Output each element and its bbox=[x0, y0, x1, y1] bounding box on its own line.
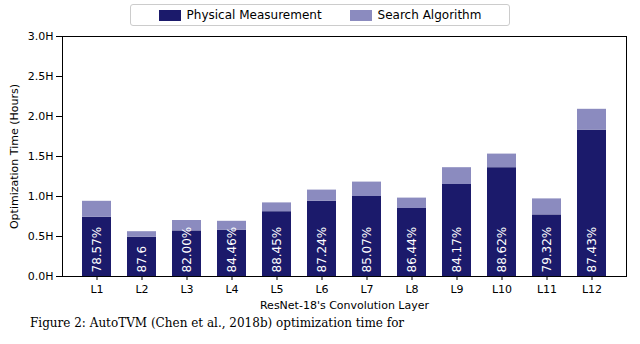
svg-text:L4: L4 bbox=[225, 283, 238, 296]
svg-text:L2: L2 bbox=[135, 283, 148, 296]
svg-text:L3: L3 bbox=[180, 283, 193, 296]
svg-text:L11: L11 bbox=[537, 283, 557, 296]
svg-text:88.62%: 88.62% bbox=[495, 227, 509, 273]
svg-text:82.00%: 82.00% bbox=[180, 227, 194, 273]
svg-text:84.46%: 84.46% bbox=[225, 227, 239, 273]
svg-text:85.07%: 85.07% bbox=[360, 227, 374, 273]
svg-text:1.5H: 1.5H bbox=[28, 150, 54, 163]
html-text:Figure 2: AutoTVM (Chen et al.: Figure 2: AutoTVM (Chen et al., 2018b) o… bbox=[30, 316, 405, 330]
svg-text:84.17%: 84.17% bbox=[450, 227, 464, 273]
svg-text:1.0H: 1.0H bbox=[28, 190, 54, 203]
svg-text:3.0H: 3.0H bbox=[28, 30, 54, 43]
svg-text:L12: L12 bbox=[582, 283, 602, 296]
svg-text:L5: L5 bbox=[270, 283, 283, 296]
svg-text:87.6: 87.6 bbox=[135, 246, 149, 273]
svg-text:86.44%: 86.44% bbox=[405, 227, 419, 273]
svg-text:0.0H: 0.0H bbox=[28, 270, 54, 283]
html-text:Search Algorithm: Search Algorithm bbox=[377, 8, 482, 22]
svg-text:0.5H: 0.5H bbox=[28, 230, 54, 243]
svg-text:L6: L6 bbox=[315, 283, 328, 296]
svg-text:2.5H: 2.5H bbox=[28, 70, 54, 83]
svg-text:88.45%: 88.45% bbox=[270, 227, 284, 273]
svg-text:L10: L10 bbox=[492, 283, 512, 296]
svg-text:L9: L9 bbox=[450, 283, 463, 296]
svg-text:L8: L8 bbox=[405, 283, 418, 296]
svg-text:87.43%: 87.43% bbox=[585, 227, 599, 273]
svg-text:Optimization Time (Hours): Optimization Time (Hours) bbox=[8, 84, 21, 229]
svg-text:78.57%: 78.57% bbox=[90, 227, 104, 273]
svg-text:2.0H: 2.0H bbox=[28, 110, 54, 123]
svg-text:L7: L7 bbox=[360, 283, 373, 296]
svg-text:79.32%: 79.32% bbox=[540, 227, 554, 273]
html-text:Physical Measurement: Physical Measurement bbox=[186, 8, 322, 22]
svg-text:ResNet-18's Convolution Layer: ResNet-18's Convolution Layer bbox=[260, 299, 430, 312]
svg-text:L1: L1 bbox=[90, 283, 103, 296]
svg-text:87.24%: 87.24% bbox=[315, 227, 329, 273]
